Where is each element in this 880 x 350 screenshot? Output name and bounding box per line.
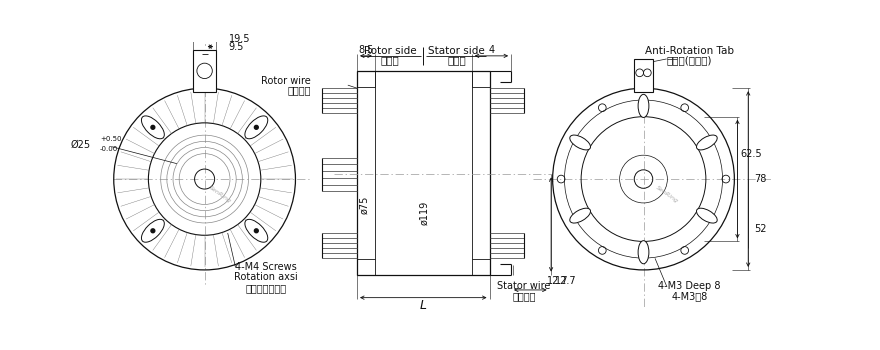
Text: Rotor side: Rotor side (363, 46, 416, 56)
Text: 4-M3淸8: 4-M3淸8 (671, 291, 708, 301)
Text: 12.7: 12.7 (547, 276, 568, 286)
Ellipse shape (638, 241, 649, 264)
Text: SenRing: SenRing (208, 185, 232, 204)
Circle shape (254, 125, 258, 129)
Text: -0.00: -0.00 (100, 146, 118, 152)
Ellipse shape (142, 219, 165, 242)
Text: 8.5: 8.5 (358, 45, 374, 55)
Text: 9.5: 9.5 (229, 42, 244, 51)
Text: 62.5: 62.5 (741, 149, 762, 159)
Text: 4-M3 Deep 8: 4-M3 Deep 8 (658, 281, 721, 291)
Text: 19.5: 19.5 (229, 34, 250, 44)
Text: Ø25: Ø25 (70, 139, 91, 149)
Text: 4: 4 (488, 45, 495, 55)
Text: L: L (420, 299, 427, 312)
Text: Stator side: Stator side (428, 46, 485, 56)
Bar (357, 71, 489, 274)
Text: 78: 78 (754, 174, 766, 184)
Text: Rotor wire: Rotor wire (261, 76, 311, 85)
Ellipse shape (245, 219, 268, 242)
Text: 转子螺钉固定孔: 转子螺钉固定孔 (246, 284, 287, 293)
Bar (193, 50, 216, 92)
Text: 4-M4 Screws: 4-M4 Screws (235, 262, 297, 272)
Ellipse shape (569, 208, 590, 223)
Ellipse shape (142, 116, 165, 139)
Text: +0.50: +0.50 (100, 136, 121, 142)
Text: 12.7: 12.7 (555, 276, 576, 286)
Ellipse shape (569, 135, 590, 150)
Text: Rotation axsi: Rotation axsi (234, 272, 298, 282)
Text: SenRing: SenRing (655, 185, 678, 204)
Bar (634, 59, 653, 92)
Text: 定子边: 定子边 (447, 56, 466, 65)
Text: Anti-Rotation Tab: Anti-Rotation Tab (645, 46, 734, 56)
Text: ø75: ø75 (360, 196, 370, 215)
Text: 定子出线: 定子出线 (512, 291, 536, 301)
Circle shape (151, 125, 155, 129)
Text: 转子边: 转子边 (381, 56, 400, 65)
Ellipse shape (638, 94, 649, 118)
Circle shape (151, 229, 155, 233)
Text: 止转片(可调节): 止转片(可调节) (667, 56, 713, 65)
Text: Stator wire: Stator wire (497, 281, 551, 291)
Text: ø119: ø119 (420, 201, 429, 225)
Ellipse shape (245, 116, 268, 139)
Text: 52: 52 (754, 224, 766, 234)
Ellipse shape (696, 208, 717, 223)
Ellipse shape (696, 135, 717, 150)
Text: 转子出线: 转子出线 (288, 85, 311, 95)
Circle shape (254, 229, 258, 233)
